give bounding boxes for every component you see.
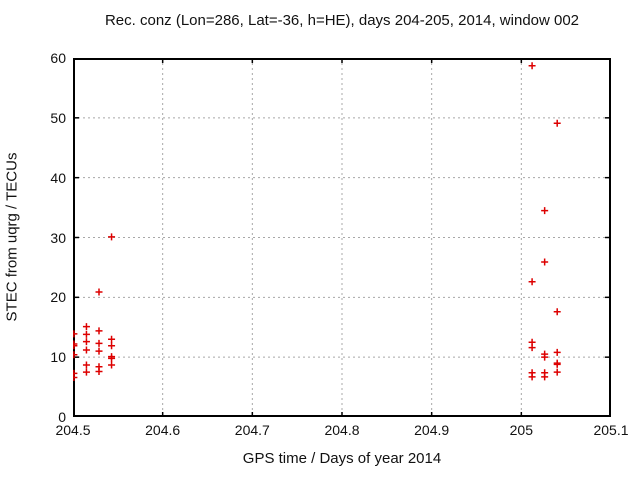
- y-tick-label: 50: [50, 109, 66, 126]
- data-point-marker: [528, 344, 536, 352]
- data-point-marker: [108, 233, 116, 241]
- data-point-marker: [82, 368, 90, 376]
- data-point-marker: [108, 342, 116, 350]
- plot-border: [73, 58, 611, 417]
- data-point-marker: [541, 207, 549, 215]
- data-point-marker: [553, 360, 561, 368]
- data-point-marker: [553, 119, 561, 127]
- data-point-marker: [541, 373, 549, 381]
- data-point-marker: [95, 327, 103, 335]
- data-point-marker: [82, 338, 90, 346]
- x-axis-label: GPS time / Days of year 2014: [242, 450, 442, 467]
- data-point-marker: [553, 348, 561, 356]
- data-point-marker: [73, 330, 78, 338]
- x-tick-label: 205.1: [593, 422, 629, 438]
- data-point-marker: [553, 308, 561, 316]
- x-tick-label: 204.8: [324, 422, 360, 438]
- y-tick-label: 20: [50, 289, 66, 306]
- data-point-marker: [108, 361, 116, 369]
- data-point-marker: [73, 351, 78, 359]
- x-tick-label: 204.9: [414, 422, 450, 438]
- data-point-marker: [528, 373, 536, 381]
- data-point-marker: [82, 330, 90, 338]
- data-point-marker: [82, 346, 90, 354]
- data-point-marker: [553, 368, 561, 376]
- data-point-marker: [95, 288, 103, 296]
- y-tick-label: 10: [50, 349, 66, 366]
- y-tick-label: 40: [50, 169, 66, 186]
- data-point-marker: [108, 354, 116, 362]
- data-point-marker: [95, 347, 103, 355]
- data-point-marker: [95, 339, 103, 347]
- x-tick-label: 204.5: [55, 422, 91, 438]
- y-tick-label: 60: [50, 50, 66, 66]
- data-point-marker: [82, 361, 90, 369]
- data-point-marker: [541, 353, 549, 361]
- chart-title: Rec. conz (Lon=286, Lat=-36, h=HE), days…: [104, 12, 580, 29]
- data-point-marker: [541, 258, 549, 266]
- y-tick-label: 0: [58, 409, 66, 425]
- data-point-marker: [95, 368, 103, 376]
- data-point-marker: [108, 335, 116, 343]
- x-tick-label: 205: [509, 422, 533, 438]
- data-point-marker: [82, 323, 90, 331]
- data-point-marker: [73, 374, 78, 382]
- data-point-marker: [528, 62, 536, 70]
- data-point-marker: [73, 342, 78, 350]
- data-point-marker: [528, 278, 536, 286]
- plot-area: [73, 58, 611, 417]
- y-tick-label: 30: [50, 229, 66, 246]
- x-tick-label: 204.7: [234, 422, 270, 438]
- x-tick-label: 204.6: [145, 422, 181, 438]
